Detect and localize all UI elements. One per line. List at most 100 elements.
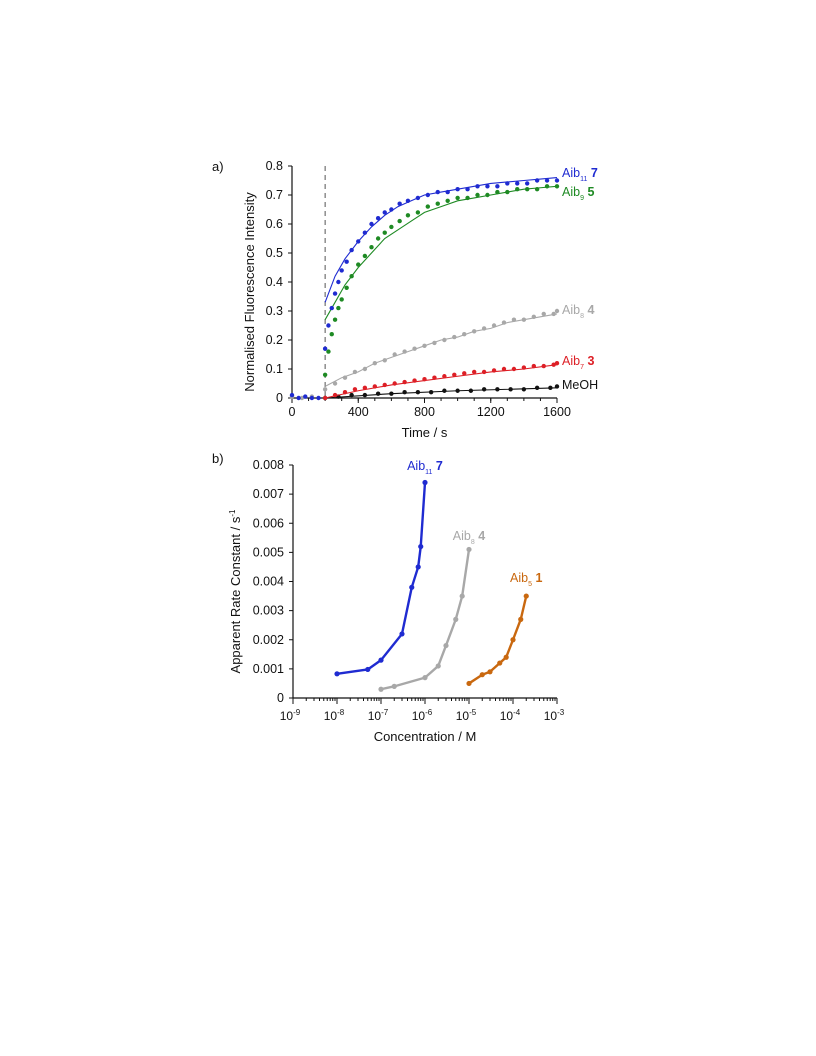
data-point-black [415,390,421,395]
data-point-red [352,387,358,392]
data-point-gray [382,358,387,363]
data-point-orange [497,660,503,666]
fit-line-green [324,185,558,320]
x-tick-exponent: -6 [425,708,433,717]
data-point-gray [551,311,556,317]
data-point-blue [397,201,402,206]
series-label-gray-compound: 4 [584,303,594,317]
data-point-green [485,192,490,198]
data-point-blue [445,189,450,195]
x-tick-base: 10 [544,709,558,723]
data-point-gray [352,369,358,375]
series-label-gray-subscript: 8 [471,539,475,546]
series-red: Aib7 3 [322,354,594,401]
data-point-blue [303,394,308,399]
data-point-blue [554,178,560,183]
series-label-blue: Aib11 7 [562,166,598,183]
series-label-orange: Aib5 1 [510,571,542,588]
x-tick-exponent: -4 [513,708,521,717]
y-tick-label: 0.1 [266,362,283,376]
data-point-red [412,378,417,383]
x-tick-base: 10 [456,709,470,723]
data-point-blue [296,395,301,401]
data-point-red [491,368,497,373]
y-tick-label: 0.006 [253,516,284,530]
series-label-gray: Aib8 4 [562,303,594,320]
data-point-gray [372,361,378,366]
data-point-black [521,387,527,392]
data-point-green [397,218,402,224]
x-tick-label: 400 [348,405,369,419]
data-point-gray [521,317,527,322]
series-gray: Aib8 4 [289,303,594,401]
data-point-green [405,213,411,218]
data-point-black [468,388,474,393]
x-axis-label: Time / s [402,425,448,440]
data-point-blue [524,181,530,186]
data-point-black [362,392,368,398]
data-point-green [332,317,338,322]
data-point-red [462,371,467,376]
data-point-gray [541,311,546,317]
data-point-black [389,391,394,396]
series-green: Aib9 5 [322,184,594,377]
data-point-orange [466,680,472,687]
data-point-red [541,363,546,369]
y-tick-label: 0.7 [266,188,283,202]
data-point-green [322,372,328,377]
series-label-blue: Aib11 7 [407,459,443,476]
data-point-gray [452,334,457,340]
data-point-gray [391,683,397,689]
data-point-gray [322,387,328,392]
data-point-green [445,198,450,203]
data-point-gray [554,308,560,314]
y-tick-label: 0.004 [253,575,284,589]
x-tick-label: 10-8 [324,708,345,723]
x-tick-exponent: -3 [557,708,565,717]
x-tick-label: 10-5 [456,708,477,723]
data-point-green [382,230,387,235]
series-label-blue-compound: 7 [432,459,442,473]
series-blue: Aib11 7 [334,459,443,677]
data-point-green [534,187,540,192]
series-orange: Aib5 1 [466,571,542,687]
y-tick-label: 0.008 [253,458,284,472]
data-point-black [534,385,540,391]
series-black: MeOH [322,378,598,401]
series-label-black: MeOH [562,378,598,392]
data-point-black [428,390,434,395]
data-point-red [392,381,397,386]
series-label-gray-base: Aib [562,303,580,317]
series-label-green-compound: 5 [584,185,594,199]
x-tick-base: 10 [412,709,426,723]
y-tick-label: 0.5 [266,246,283,260]
data-point-green [495,189,500,195]
series-label-blue-subscript: 11 [580,176,587,183]
x-tick-base: 10 [324,709,338,723]
y-tick-label: 0.005 [253,545,284,559]
data-point-blue [465,187,470,192]
data-point-green [344,285,349,290]
data-point-red [382,382,387,388]
data-point-gray [378,686,384,692]
data-point-blue [418,543,424,550]
x-tick-label: 10-3 [544,708,565,723]
data-point-red [362,385,368,391]
data-point-gray [443,642,449,649]
panel-b: b) 0 0.001 0.002 0.003 0.004 0.005 0.006 0.007 0.… [212,451,565,744]
series-label-green-base: Aib [562,185,580,199]
data-point-green [389,224,394,230]
panel-a: a) 0 0.1 0.2 0.3 0.4 0.5 0.6 0.7 0.8 0 400 800 1200 16… [212,159,598,440]
fit-line-black [325,387,558,399]
data-point-blue [389,207,394,212]
fit-line-gray [324,313,558,387]
data-point-blue [505,181,510,186]
data-point-gray [459,593,465,599]
data-point-gray [501,320,507,325]
y-axis-label-text: Apparent Rate Constant / s [228,516,243,673]
data-point-green [362,253,368,259]
data-point-red [402,379,407,385]
y-tick-label: 0.002 [253,633,284,647]
data-point-gray [422,343,427,348]
